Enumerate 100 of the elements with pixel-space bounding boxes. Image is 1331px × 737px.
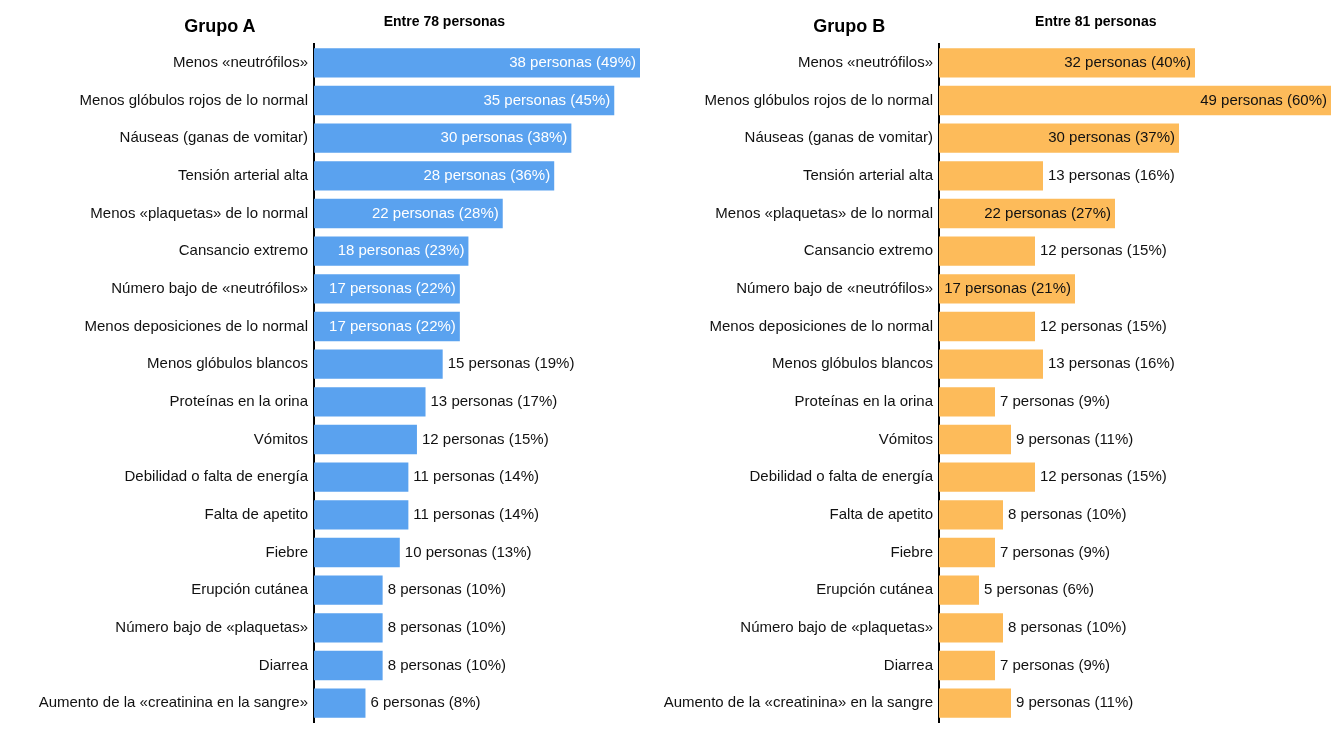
y-tick-label: Menos glóbulos rojos de lo normal [79, 90, 308, 108]
data-label: 38 personas (49%) [509, 52, 636, 70]
data-label: 7 personas (9%) [1000, 542, 1111, 560]
bar [314, 349, 443, 379]
data-label: 35 personas (45%) [483, 90, 611, 108]
data-label: 12 personas (15%) [1040, 467, 1167, 485]
y-tick-label: Menos glóbulos rojos de lo normal [704, 90, 933, 108]
y-tick-label: Falta de apetito [829, 504, 933, 522]
y-tick-label: Menos deposiciones de lo normal [84, 316, 308, 334]
y-tick-label: Falta de apetito [204, 504, 308, 522]
y-tick-label: Menos «plaquetas» de lo normal [715, 203, 933, 221]
y-tick-label: Proteínas en la orina [169, 391, 309, 409]
y-tick-label: Proteínas en la orina [794, 391, 934, 409]
bar [314, 48, 640, 78]
bar [939, 161, 1043, 191]
data-label: 13 personas (16%) [1048, 165, 1175, 183]
data-label: 11 personas (14%) [413, 504, 539, 522]
bar [939, 650, 995, 681]
data-label: 22 personas (27%) [984, 203, 1111, 221]
bar [939, 311, 1035, 342]
bar [939, 387, 995, 417]
y-tick-label: Tensión arterial alta [177, 165, 309, 183]
chart-title: Grupo A [184, 15, 256, 36]
data-label: 18 personas (23%) [337, 241, 465, 259]
bar [939, 48, 1195, 78]
bar [939, 123, 1179, 153]
data-label: 6 personas (8%) [370, 693, 481, 711]
bar [939, 537, 995, 568]
y-tick-label: Menos «neutrófilos» [172, 52, 308, 70]
data-label: 12 personas (15%) [1040, 241, 1167, 259]
y-tick-label: Aumento de la «creatinina en la sangre» [38, 693, 308, 711]
data-label: 8 personas (10%) [387, 580, 507, 598]
chart-title: Grupo B [813, 15, 886, 36]
data-label: 7 personas (9%) [1000, 391, 1111, 409]
y-tick-label: Menos «plaquetas» de lo normal [90, 203, 308, 221]
bar [314, 161, 555, 191]
data-label: 17 personas (22%) [329, 316, 456, 334]
bar [314, 613, 383, 643]
data-label: 17 personas (21%) [944, 278, 1071, 296]
y-tick-label: Fiebre [265, 542, 308, 560]
bar [314, 688, 366, 718]
y-tick-label: Número bajo de «plaquetas» [740, 617, 933, 635]
data-label: 8 personas (10%) [387, 617, 507, 635]
chart-subtitle: Entre 78 personas [383, 12, 506, 29]
bar [314, 424, 417, 455]
bar [314, 85, 615, 116]
bar [939, 500, 1003, 530]
data-label: 11 personas (14%) [413, 467, 539, 485]
y-tick-label: Menos glóbulos blancos [147, 354, 308, 372]
bar [939, 85, 1331, 116]
y-tick-label: Aumento de la «creatinina» en la sangre [663, 693, 933, 711]
data-label: 30 personas (38%) [440, 128, 568, 146]
data-label: 32 personas (40%) [1064, 52, 1191, 70]
bar [314, 575, 383, 605]
data-label: 12 personas (15%) [421, 429, 549, 447]
y-tick-label: Número bajo de «neutrófilos» [736, 278, 933, 296]
data-label: 22 personas (28%) [371, 203, 499, 221]
bar [939, 424, 1011, 455]
chart-subtitle: Entre 81 personas [1035, 12, 1157, 29]
data-label: 10 personas (13%) [404, 542, 532, 560]
bar [939, 462, 1035, 492]
y-tick-label: Tensión arterial alta [802, 165, 934, 183]
bar [314, 123, 572, 153]
data-label: 13 personas (16%) [1048, 354, 1175, 372]
bar [939, 688, 1011, 718]
bar [314, 462, 409, 492]
y-tick-label: Número bajo de «neutrófilos» [111, 278, 308, 296]
y-tick-label: Erupción cutánea [191, 580, 309, 598]
data-label: 8 personas (10%) [1008, 617, 1127, 635]
data-label: 9 personas (11%) [1016, 429, 1134, 447]
data-label: 9 personas (11%) [1016, 693, 1134, 711]
data-label: 12 personas (15%) [1040, 316, 1167, 334]
y-tick-label: Fiebre [890, 542, 933, 560]
data-label: 8 personas (10%) [1008, 504, 1127, 522]
data-label: 49 personas (60%) [1200, 90, 1327, 108]
bar [939, 575, 979, 605]
data-label: 30 personas (37%) [1048, 128, 1175, 146]
y-tick-label: Erupción cutánea [816, 580, 934, 598]
y-tick-label: Vómitos [878, 429, 933, 447]
y-tick-label: Menos glóbulos blancos [772, 354, 933, 372]
bar [939, 236, 1035, 266]
y-tick-label: Menos «neutrófilos» [797, 52, 933, 70]
y-tick-label: Vómitos [253, 429, 308, 447]
bar [314, 500, 409, 530]
y-tick-label: Debilidad o falta de energía [749, 467, 934, 485]
bar [314, 537, 400, 568]
bar [314, 387, 426, 417]
data-label: 7 personas (9%) [1000, 655, 1111, 673]
data-label: 28 personas (36%) [423, 165, 551, 183]
bar [939, 613, 1003, 643]
bar [939, 349, 1043, 379]
data-label: 5 personas (6%) [984, 580, 1095, 598]
y-tick-label: Diarrea [258, 655, 309, 673]
data-label: 15 personas (19%) [447, 354, 575, 372]
y-tick-label: Náuseas (ganas de vomitar) [119, 128, 308, 146]
y-tick-label: Número bajo de «plaquetas» [115, 617, 308, 635]
y-tick-label: Náuseas (ganas de vomitar) [744, 128, 933, 146]
y-tick-label: Menos deposiciones de lo normal [709, 316, 933, 334]
data-label: 17 personas (22%) [329, 278, 456, 296]
data-label: 13 personas (17%) [430, 391, 558, 409]
